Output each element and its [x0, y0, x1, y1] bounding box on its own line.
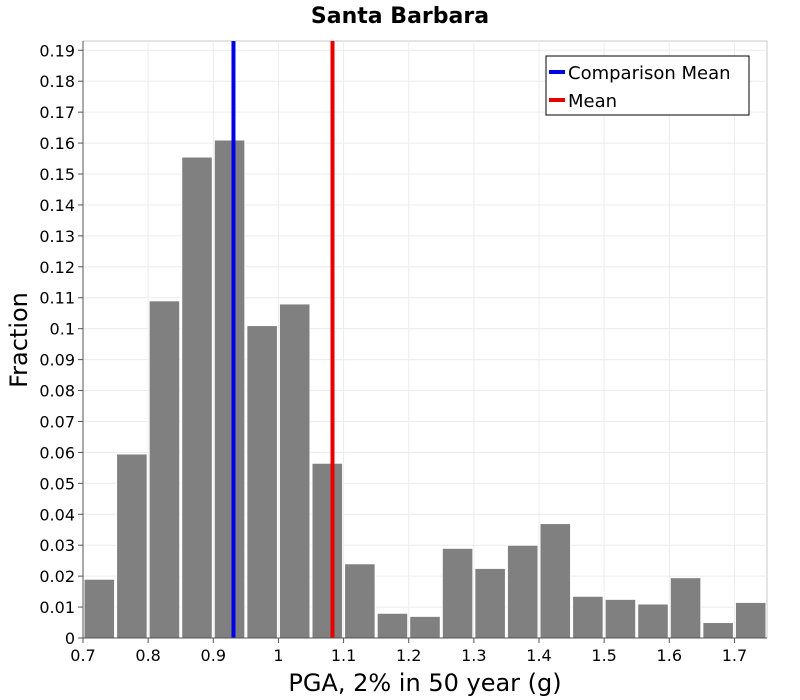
chart-title: Santa Barbara: [311, 4, 489, 29]
y-tick-label: 0.03: [39, 536, 75, 555]
y-tick-label: 0.06: [39, 443, 75, 462]
y-tick-label: 0.13: [39, 227, 75, 246]
y-tick-label: 0.15: [39, 165, 75, 184]
x-tick-label: 1.4: [526, 646, 551, 665]
y-tick-label: 0.04: [39, 505, 75, 524]
histogram-bar: [213, 139, 246, 639]
histogram-bar: [376, 612, 409, 639]
histogram-bar: [734, 601, 767, 639]
bars-group: [83, 139, 767, 639]
histogram-bar: [246, 325, 278, 639]
legend-box: [545, 55, 750, 116]
y-tick-label: 0.14: [39, 196, 75, 215]
histogram-bar: [148, 300, 181, 639]
x-tick-label: 1.1: [331, 646, 356, 665]
histogram-bar: [344, 563, 376, 639]
histogram-bar: [311, 462, 344, 639]
histogram-bar: [669, 577, 702, 639]
histogram-bar: [441, 547, 474, 639]
y-axis: 0 0.01 0.02 0.03 0.04 0.05 0.06 0.07 0.08 0.09 0.1…: [39, 41, 84, 648]
histogram-bar: [637, 603, 669, 639]
x-tick-label: 1.2: [396, 646, 421, 665]
x-tick-label: 1.7: [722, 646, 747, 665]
y-tick-label: 0.18: [39, 72, 75, 91]
histogram-bar: [604, 598, 637, 639]
histogram-bar: [539, 523, 572, 639]
x-axis-label: PGA, 2% in 50 year (g): [288, 669, 561, 697]
x-axis: 0.7 0.8 0.9 1 1.1 1.2 1.3 1.4 1.5 1.6 1.7: [70, 637, 767, 665]
mean-lines-group: [231, 41, 335, 638]
y-tick-label: 0.17: [39, 103, 75, 122]
histogram-bar: [474, 567, 506, 639]
legend-label: Mean: [568, 91, 617, 112]
y-tick-label: 0.12: [39, 258, 75, 277]
x-tick-label: 1.3: [461, 646, 486, 665]
y-axis-label: Fraction: [5, 292, 33, 388]
histogram-bar: [572, 595, 604, 639]
histogram-bar: [702, 622, 734, 639]
y-tick-label: 0.05: [39, 474, 75, 493]
y-tick-label: 0.11: [39, 289, 75, 308]
x-tick-label: 0.7: [70, 646, 95, 665]
histogram-bar: [506, 544, 539, 639]
x-tick-label: 1.5: [591, 646, 616, 665]
y-tick-label: 0.07: [39, 412, 75, 431]
y-tick-label: 0.08: [39, 382, 75, 401]
histogram-bar: [181, 156, 213, 639]
histogram-bar: [278, 303, 311, 639]
histogram-bar: [116, 453, 148, 639]
x-tick-label: 0.9: [201, 646, 226, 665]
histogram-bar: [409, 615, 441, 639]
histogram-bar: [83, 578, 116, 639]
y-tick-label: 0.16: [39, 134, 75, 153]
y-tick-label: 0.09: [39, 351, 75, 370]
y-tick-label: 0.01: [39, 598, 75, 617]
x-tick-label: 1.6: [657, 646, 682, 665]
y-tick-label: 0.1: [50, 320, 75, 339]
y-tick-label: 0: [65, 629, 75, 648]
legend: Comparison Mean Mean: [545, 55, 750, 116]
y-tick-label: 0.02: [39, 567, 75, 586]
x-tick-label: 1: [273, 646, 283, 665]
legend-label: Comparison Mean: [568, 63, 731, 84]
y-tick-label: 0.19: [39, 41, 75, 60]
x-tick-label: 0.8: [135, 646, 160, 665]
